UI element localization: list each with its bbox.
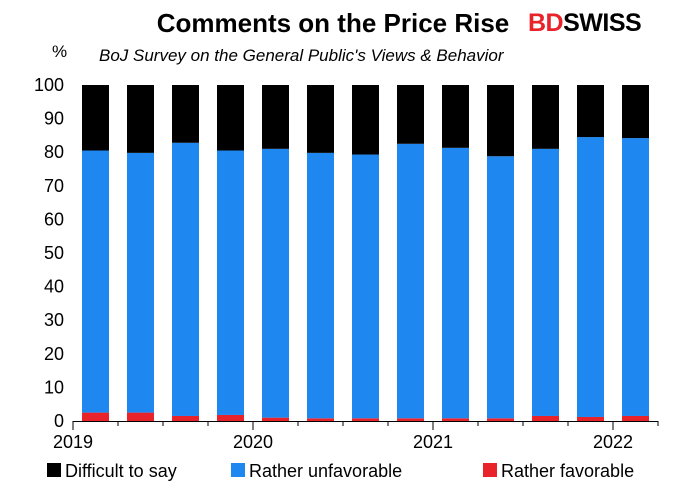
bar-difficult-to-say-5	[307, 85, 334, 153]
bar-rather-favorable-2	[172, 415, 199, 421]
brand-logo-part1: BD	[528, 9, 563, 37]
bar-rather-unfavorable-10	[532, 148, 559, 416]
brand-logo: BDSWISS	[528, 9, 641, 37]
legend-swatch-rather-unfavorable	[231, 463, 245, 477]
bar-rather-unfavorable-7	[397, 143, 424, 419]
bar-difficult-to-say-0	[82, 85, 109, 151]
bar-rather-favorable-10	[532, 415, 559, 421]
legend-swatch-rather-favorable	[483, 463, 497, 477]
bar-rather-favorable-12	[622, 415, 649, 421]
bar-difficult-to-say-11	[577, 85, 604, 138]
bar-rather-unfavorable-2	[172, 142, 199, 416]
bar-rather-unfavorable-4	[262, 148, 289, 418]
bar-rather-favorable-3	[217, 414, 244, 421]
y-tick-label: 40	[44, 277, 64, 297]
bar-rather-favorable-8	[442, 418, 469, 421]
chart-subtitle: BoJ Survey on the General Public's Views…	[99, 46, 505, 65]
y-tick-label: 100	[34, 75, 64, 95]
bar-rather-favorable-6	[352, 418, 379, 421]
bar-rather-favorable-1	[127, 412, 154, 421]
y-tick-label: 80	[44, 142, 64, 162]
bar-rather-unfavorable-3	[217, 150, 244, 415]
y-tick-label: 0	[54, 411, 64, 431]
bar-rather-favorable-9	[487, 418, 514, 421]
y-tick-label: 50	[44, 243, 64, 263]
y-tick-label: 30	[44, 310, 64, 330]
bar-difficult-to-say-12	[622, 85, 649, 139]
bar-rather-favorable-11	[577, 416, 604, 421]
bar-rather-favorable-7	[397, 418, 424, 421]
legend: Difficult to say Rather unfavorable Rather…	[47, 461, 634, 481]
bar-difficult-to-say-3	[217, 85, 244, 151]
bar-difficult-to-say-9	[487, 85, 514, 157]
x-tick-label: 2020	[233, 432, 273, 452]
bar-rather-unfavorable-6	[352, 154, 379, 419]
bar-difficult-to-say-7	[397, 85, 424, 144]
legend-swatch-difficult-to-say	[47, 463, 61, 477]
bar-difficult-to-say-8	[442, 85, 469, 148]
bar-difficult-to-say-10	[532, 85, 559, 149]
x-tick-label: 2021	[413, 432, 453, 452]
bar-rather-unfavorable-0	[82, 150, 109, 413]
legend-label-rather-unfavorable: Rather unfavorable	[249, 461, 402, 481]
legend-label-rather-favorable: Rather favorable	[501, 461, 634, 481]
bar-difficult-to-say-1	[127, 85, 154, 153]
y-axis: 0 10 20 30 40 50 60 70 80 90 100	[34, 75, 64, 431]
y-tick-label: 60	[44, 209, 64, 229]
y-axis-unit: %	[52, 42, 67, 61]
bar-rather-unfavorable-8	[442, 147, 469, 419]
brand-logo-part2: SWISS	[563, 9, 641, 37]
x-tick-label: 2019	[53, 432, 93, 452]
bar-difficult-to-say-2	[172, 85, 199, 143]
bar-rather-favorable-4	[262, 417, 289, 421]
bar-rather-unfavorable-11	[577, 137, 604, 417]
bar-difficult-to-say-4	[262, 85, 289, 149]
y-tick-label: 70	[44, 176, 64, 196]
chart-title: Comments on the Price Rise	[157, 8, 510, 38]
y-tick-label: 10	[44, 377, 64, 397]
bar-rather-favorable-0	[82, 412, 109, 421]
bar-rather-favorable-5	[307, 418, 334, 421]
bar-rather-unfavorable-9	[487, 156, 514, 419]
x-tick-label: 2022	[593, 432, 633, 452]
bars	[82, 85, 649, 421]
bar-rather-unfavorable-5	[307, 152, 334, 419]
bar-rather-unfavorable-1	[127, 152, 154, 413]
y-tick-label: 20	[44, 344, 64, 364]
legend-label-difficult-to-say: Difficult to say	[65, 461, 177, 481]
bar-difficult-to-say-6	[352, 85, 379, 155]
y-tick-label: 90	[44, 109, 64, 129]
x-axis: 2019 2020 2021 2022	[53, 421, 659, 452]
bar-rather-unfavorable-12	[622, 138, 649, 416]
